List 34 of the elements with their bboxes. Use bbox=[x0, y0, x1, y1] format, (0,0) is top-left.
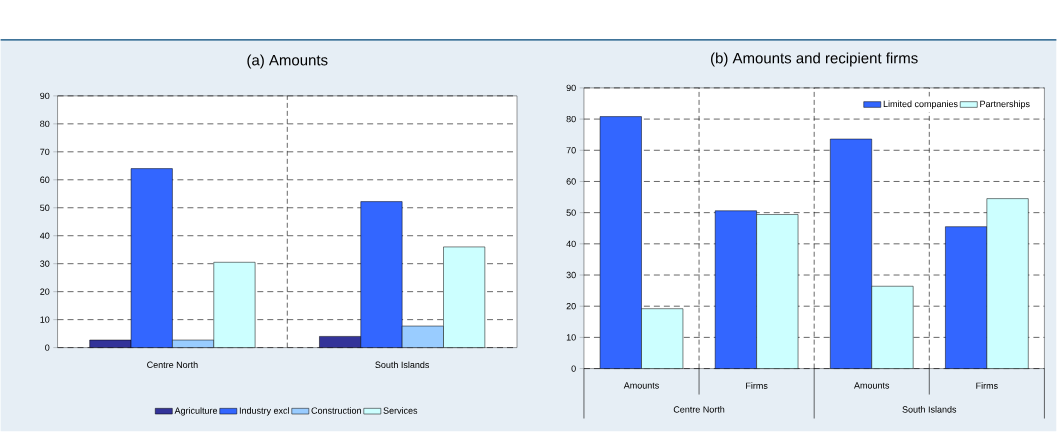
y-tick-label: 70 bbox=[566, 147, 576, 154]
text: South Islands bbox=[902, 406, 957, 413]
y-tick-label: 80 bbox=[566, 116, 576, 123]
x-tick-label: Amounts bbox=[623, 382, 659, 389]
y-tick-label: 40 bbox=[39, 232, 50, 240]
chart-title: (b) Amounts and recipient firms bbox=[711, 52, 918, 67]
text: Centre North bbox=[673, 406, 725, 413]
y-tick-label: 90 bbox=[40, 92, 50, 100]
legend-label: Industry excl bbox=[239, 407, 289, 416]
y-tick-label: 60 bbox=[566, 178, 576, 185]
y-tick-label: 50 bbox=[566, 209, 576, 217]
y-tick-label: 40 bbox=[566, 240, 576, 248]
chart-title: (a) Amounts bbox=[247, 54, 328, 69]
legend-label: Construction bbox=[311, 407, 361, 415]
y-tick-label: 50 bbox=[40, 204, 50, 212]
x-tick-label: Firms bbox=[746, 382, 768, 390]
y-tick-label: 30 bbox=[40, 260, 50, 268]
x-tick-label: Amounts bbox=[854, 382, 890, 389]
y-tick-label: 0 bbox=[571, 365, 576, 373]
y-tick-label: 0 bbox=[45, 344, 50, 352]
y-tick-label: 90 bbox=[566, 84, 576, 92]
y-tick-label: 10 bbox=[566, 334, 576, 341]
y-tick-label: 30 bbox=[566, 272, 576, 279]
legend-label: Partnerships bbox=[980, 100, 1030, 110]
x-tick-label: Firms bbox=[976, 382, 998, 390]
legend-label: Limited companies bbox=[883, 100, 958, 110]
y-tick-label: 10 bbox=[40, 316, 50, 324]
y-tick-label: 60 bbox=[40, 176, 50, 184]
legend-label: Agriculture bbox=[174, 407, 218, 416]
y-tick-label: 20 bbox=[40, 288, 50, 296]
y-tick-label: 80 bbox=[40, 120, 50, 128]
y-tick-label: 20 bbox=[566, 303, 576, 310]
legend-label: Services bbox=[383, 407, 418, 415]
y-tick-label: 70 bbox=[40, 148, 50, 156]
